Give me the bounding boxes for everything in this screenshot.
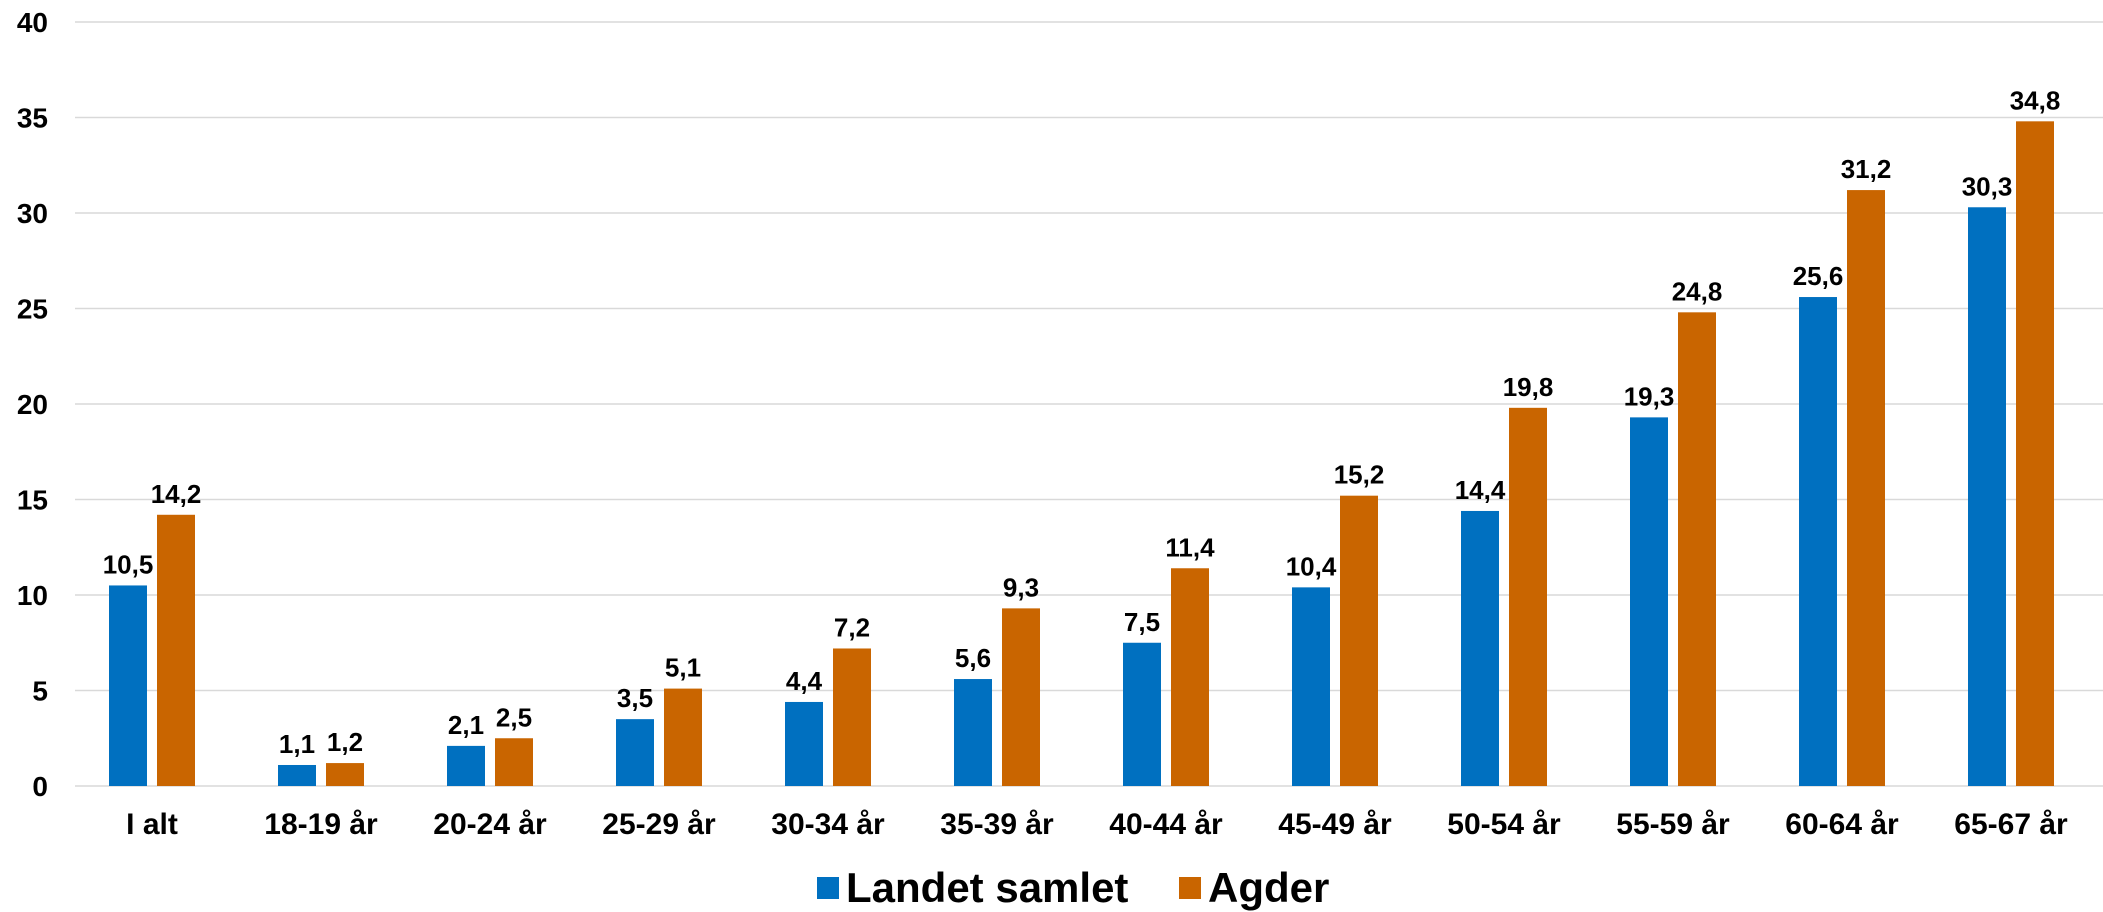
bar-agder xyxy=(1678,312,1716,786)
x-category-label: 50-54 år xyxy=(1447,808,1561,841)
bar-agder xyxy=(1340,495,1378,786)
data-label: 4,4 xyxy=(786,666,823,696)
bar-agder xyxy=(833,648,871,786)
legend-item-landet-samlet: Landet samlet xyxy=(817,864,1128,911)
data-label: 2,5 xyxy=(496,702,532,732)
x-category-label: I alt xyxy=(126,808,178,841)
y-tick-label: 30 xyxy=(17,198,48,229)
bar-agder xyxy=(1002,608,1040,786)
bar-agder xyxy=(1509,407,1547,786)
gridlines xyxy=(75,21,2103,787)
legend: Landet samlet Agder xyxy=(817,864,1329,911)
bar-landet-samlet xyxy=(447,745,485,786)
data-label: 14,2 xyxy=(151,479,202,509)
bar-agder xyxy=(157,514,195,786)
bar-agder xyxy=(664,688,702,786)
data-label: 30,3 xyxy=(1962,171,2013,201)
data-label: 7,2 xyxy=(834,612,870,642)
bar-landet-samlet xyxy=(1461,510,1499,786)
bar-agder xyxy=(2016,121,2054,786)
data-label: 5,6 xyxy=(955,643,991,673)
x-category-label: 65-67 år xyxy=(1954,808,2068,841)
bar-landet-samlet xyxy=(109,585,147,786)
x-category-label: 35-39 år xyxy=(940,808,1054,841)
x-category-label: 18-19 år xyxy=(264,808,378,841)
x-category-label: 60-64 år xyxy=(1785,808,1899,841)
legend-label: Agder xyxy=(1208,864,1329,911)
legend-swatch xyxy=(817,877,839,899)
data-label: 34,8 xyxy=(2010,85,2061,115)
y-tick-label: 20 xyxy=(17,389,48,420)
data-label: 3,5 xyxy=(617,683,653,713)
data-label: 1,2 xyxy=(327,727,363,757)
data-label: 10,5 xyxy=(103,549,154,579)
data-label: 5,1 xyxy=(665,653,701,683)
data-label: 9,3 xyxy=(1003,572,1039,602)
bar-agder xyxy=(495,738,533,786)
data-labels: 10,5 14,2 1,1 1,2 2,1 2,5 3,5 5,1 4,4 7,2 5,6 9,3 7,… xyxy=(103,85,2061,759)
x-category-label: 45-49 år xyxy=(1278,808,1392,841)
y-axis-ticks: 0 5 10 15 20 25 30 35 40 xyxy=(17,7,48,802)
data-label: 7,5 xyxy=(1124,607,1160,637)
x-category-label: 55-59 år xyxy=(1616,808,1730,841)
x-category-label: 30-34 år xyxy=(771,808,885,841)
y-tick-label: 35 xyxy=(17,103,48,134)
bar-landet-samlet xyxy=(954,679,992,786)
legend-swatch xyxy=(1179,877,1201,899)
data-label: 31,2 xyxy=(1841,154,1892,184)
y-tick-label: 10 xyxy=(17,580,48,611)
data-label: 11,4 xyxy=(1165,532,1215,562)
data-label: 2,1 xyxy=(448,710,484,740)
x-category-label: 40-44 år xyxy=(1109,808,1223,841)
bar-agder xyxy=(1847,190,1885,786)
bars xyxy=(109,121,2054,786)
x-category-label: 25-29 år xyxy=(602,808,716,841)
y-tick-label: 40 xyxy=(17,7,48,38)
y-tick-label: 5 xyxy=(32,676,48,707)
x-axis-categories: I alt 18-19 år 20-24 år 25-29 år 30-34 år 35-… xyxy=(126,808,2068,841)
data-label: 10,4 xyxy=(1286,551,1337,581)
bar-agder xyxy=(1171,568,1209,786)
y-tick-label: 0 xyxy=(32,771,48,802)
bar-landet-samlet xyxy=(1630,417,1668,786)
y-tick-label: 15 xyxy=(17,485,48,516)
legend-label: Landet samlet xyxy=(846,864,1128,911)
data-label: 15,2 xyxy=(1334,460,1385,490)
x-category-label: 20-24 år xyxy=(433,808,547,841)
bar-landet-samlet xyxy=(278,764,316,786)
data-label: 24,8 xyxy=(1672,276,1723,306)
data-label: 19,8 xyxy=(1503,372,1554,402)
bar-landet-samlet xyxy=(1292,587,1330,786)
legend-item-agder: Agder xyxy=(1179,864,1329,911)
bar-landet-samlet xyxy=(616,719,654,786)
data-label: 25,6 xyxy=(1793,261,1844,291)
bar-agder xyxy=(326,763,364,786)
bar-landet-samlet xyxy=(1799,297,1837,786)
data-label: 19,3 xyxy=(1624,381,1675,411)
data-label: 14,4 xyxy=(1455,475,1506,505)
bar-landet-samlet xyxy=(1968,207,2006,786)
bar-landet-samlet xyxy=(1123,642,1161,786)
data-label: 1,1 xyxy=(279,729,315,759)
bar-landet-samlet xyxy=(785,701,823,786)
y-tick-label: 25 xyxy=(17,294,48,325)
